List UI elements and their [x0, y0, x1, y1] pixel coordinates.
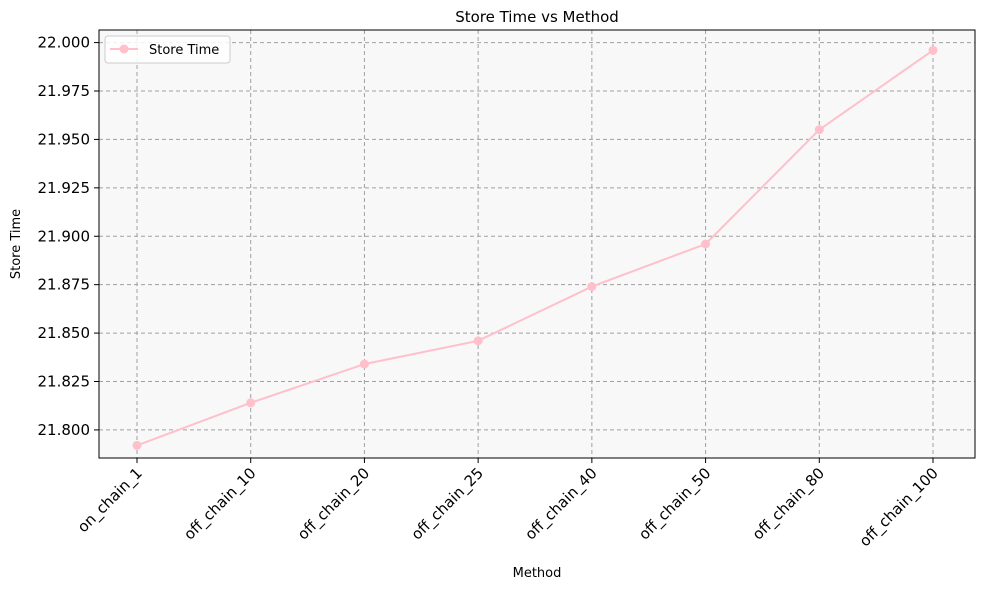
data-point	[701, 239, 711, 249]
data-point	[246, 398, 256, 408]
y-tick-label: 21.850	[38, 324, 91, 342]
x-tick-label: off_chain_40	[521, 464, 601, 544]
plot-frame	[98, 29, 976, 459]
y-tick-label: 21.950	[38, 130, 91, 148]
y-tick-label: 22.000	[38, 34, 91, 52]
grid-lines	[99, 30, 975, 458]
data-point	[587, 282, 597, 292]
legend-box	[104, 35, 231, 64]
x-tick-label: off_chain_50	[635, 464, 715, 544]
x-tick-label: off_chain_80	[749, 464, 829, 544]
x-axis: on_chain_1 off_chain_10 off_chain_20 off_ch…	[74, 458, 943, 551]
legend: Store Time	[104, 35, 231, 64]
y-tick-label: 21.875	[38, 276, 91, 294]
chart-title: Store Time vs Method	[455, 8, 619, 26]
series-line-store-time	[136, 49, 934, 447]
legend-point-marker	[119, 44, 129, 54]
data-point	[132, 440, 142, 450]
legend-entry-store-time: Store Time	[149, 43, 219, 58]
series-layer	[132, 45, 938, 450]
data-point	[814, 125, 824, 135]
y-tick-label: 21.925	[38, 179, 91, 197]
y-axis: 21.800 21.825 21.850 21.875 21.900 21.925 21.9…	[38, 34, 99, 439]
data-point	[359, 359, 369, 369]
data-point	[473, 336, 483, 346]
y-axis-label: Store Time	[9, 209, 24, 279]
x-tick-label: on_chain_1	[74, 464, 147, 537]
x-axis-label: Method	[513, 566, 562, 581]
y-tick-label: 21.800	[38, 421, 91, 439]
y-tick-label: 21.825	[38, 373, 91, 391]
y-tick-label: 21.900	[38, 227, 91, 245]
x-tick-label: off_chain_20	[294, 464, 374, 544]
plot-area	[99, 30, 975, 458]
x-tick-label: off_chain_25	[408, 464, 488, 544]
x-tick-label: off_chain_100	[856, 464, 943, 551]
x-tick-label: off_chain_10	[180, 464, 260, 544]
y-tick-label: 21.975	[38, 82, 91, 100]
data-point	[928, 45, 938, 55]
